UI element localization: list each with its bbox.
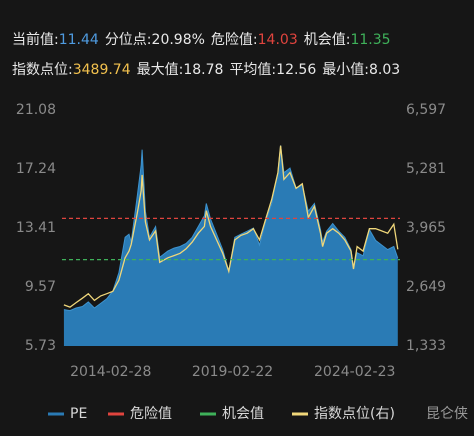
y-tick-label: 17.24 (16, 161, 56, 177)
stat-label: 机会值: (303, 32, 351, 48)
stat-value: 14.03 (257, 32, 298, 48)
stat-value: 3489.74 (72, 62, 131, 78)
stat-value: 20.98% (151, 32, 205, 48)
stat-label: 指数点位: (12, 62, 73, 78)
stat: 平均值:12.56 (229, 59, 316, 79)
y-tick-label: 21.08 (16, 102, 56, 118)
legend-item: 危险值 (108, 406, 172, 422)
y2-tick-label: 5,281 (406, 161, 446, 177)
stat: 机会值:11.35 (304, 29, 391, 49)
index-line (63, 145, 399, 308)
legend-label: 危险值 (130, 406, 172, 422)
y-tick-label: 13.41 (16, 220, 56, 236)
legend-item: 机会值 (200, 406, 264, 422)
legend-label: 机会值 (222, 406, 264, 422)
y2-tick-label: 1,333 (406, 338, 446, 354)
y-tick-label: 5.73 (25, 338, 56, 354)
area-fill (63, 145, 398, 346)
stat-value: 18.78 (183, 62, 224, 78)
stat-value: 8.03 (368, 62, 401, 78)
y2-tick-label: 6,597 (406, 102, 446, 118)
stat-label: 最小值: (322, 62, 369, 78)
stat: 危险值:14.03 (211, 29, 298, 49)
stats-row: 指数点位:3489.74 最大值:18.78 平均值:12.56 最小值:8.03 (12, 54, 400, 84)
stat: 当前值:11.44 (12, 29, 99, 49)
stat: 最大值:18.78 (137, 59, 224, 79)
header: 当前值:11.44 分位点:20.98% 危险值:14.03 机会值:11.35 指数点… (12, 24, 400, 84)
stat-label: 当前值: (12, 32, 59, 48)
legend-item: PE (48, 406, 87, 422)
stat-label: 分位点: (104, 32, 152, 48)
x-tick-label: 2014-02-28 (70, 364, 151, 380)
stat-value: 11.35 (350, 32, 391, 48)
y2-tick-label: 2,649 (406, 279, 446, 295)
stat-label: 最大值: (136, 62, 184, 78)
stat: 最小值:8.03 (322, 59, 400, 79)
stat-value: 12.56 (276, 62, 317, 78)
y2-tick-label: 3,965 (406, 220, 446, 236)
legend-label: 指数点位(右) (314, 406, 395, 422)
stat-label: 危险值: (210, 32, 258, 48)
x-tick-label: 2024-02-23 (314, 364, 395, 380)
y-tick-label: 9.57 (25, 279, 56, 295)
legend-item: 指数点位(右) (292, 406, 395, 422)
stat: 分位点:20.98% (105, 29, 205, 49)
watermark: 昆仑侠 (426, 406, 468, 422)
stat-value: 11.44 (58, 32, 99, 48)
stat-label: 平均值: (229, 62, 277, 78)
x-tick-label: 2019-02-22 (192, 364, 273, 380)
stats-row: 当前值:11.44 分位点:20.98% 危险值:14.03 机会值:11.35 (12, 24, 400, 54)
legend-label: PE (70, 406, 87, 422)
stat: 指数点位:3489.74 (12, 59, 131, 79)
